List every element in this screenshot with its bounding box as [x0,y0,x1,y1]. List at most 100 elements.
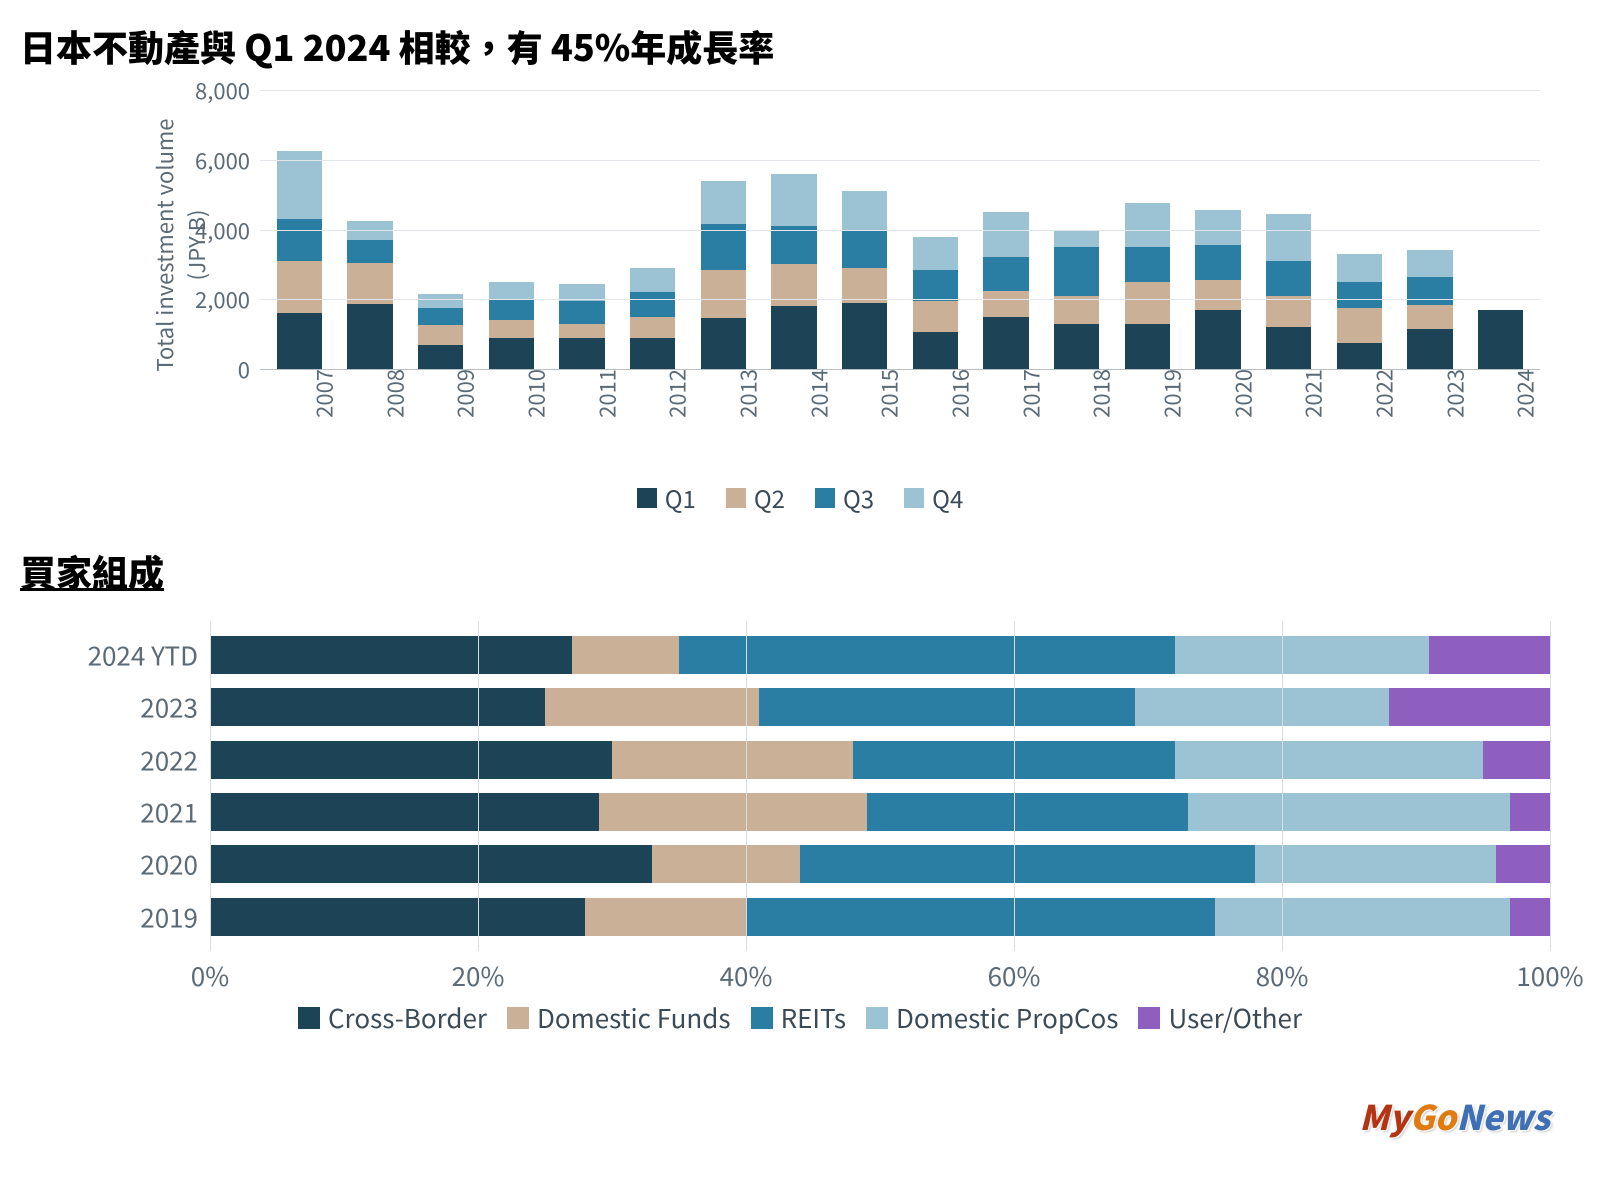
chart2-seg-User-Other [1496,845,1550,883]
legend-swatch [726,488,746,508]
chart1-legend-item-Q2: Q2 [726,480,785,515]
chart1-x-tick-label: 2017 [1006,369,1046,418]
chart1-seg-Q2 [1266,296,1311,327]
chart1-seg-Q1 [842,303,887,369]
legend-swatch [1138,1007,1160,1029]
chart2-seg-Domestic-Funds [572,636,679,674]
chart1-seg-Q3 [1195,245,1240,280]
chart1-seg-Q2 [983,291,1028,317]
chart1-x-tick-label: 2015 [865,369,905,418]
legend-swatch [866,1007,888,1029]
chart1-x-tick-label: 2019 [1147,369,1187,418]
chart1-seg-Q2 [1125,282,1170,324]
chart2-x-tick-label: 80% [1256,951,1309,994]
legend-swatch [637,488,657,508]
chart2-seg-REITs [759,688,1134,726]
chart2-seg-Domestic-Funds [545,688,759,726]
chart2-seg-Cross-Border [210,898,585,936]
chart1-seg-Q4 [277,151,322,219]
chart1-seg-Q3 [630,292,675,316]
chart2-x-tick-label: 40% [720,951,773,994]
chart1-x-tick-label: 2020 [1218,369,1258,418]
chart1-seg-Q1 [913,332,958,369]
chart2-legend-item-Domestic-Funds: Domestic Funds [507,999,731,1036]
chart1-seg-Q3 [842,230,887,268]
watermark-mygonews: MyGoNews [1359,1091,1550,1140]
legend-label: Q2 [754,480,785,515]
chart1-seg-Q2 [277,261,322,313]
chart2-row-2020: 2020 [210,845,1550,883]
chart2-gridline [1282,621,1283,951]
chart1-seg-Q1 [1407,329,1452,369]
chart1-seg-Q3 [1054,247,1099,296]
chart2-seg-Domestic-PropCos [1135,688,1390,726]
chart2-plot-area: 2024 YTD20232022202120202019 0%20%40%60%… [210,621,1550,951]
section-title-buyers: 買家組成 [20,515,1580,621]
chart1-seg-Q1 [1125,324,1170,369]
chart1-seg-Q3 [1266,261,1311,296]
chart1-seg-Q3 [771,226,816,264]
chart1-seg-Q1 [1195,310,1240,369]
chart1-seg-Q2 [559,324,604,338]
chart1-seg-Q3 [347,240,392,263]
chart2-row-2024-YTD: 2024 YTD [210,636,1550,674]
chart1-seg-Q1 [1054,324,1099,369]
chart2-seg-User-Other [1510,898,1550,936]
chart1-seg-Q3 [418,308,463,325]
chart1-x-tick-label: 2021 [1289,369,1329,418]
chart2-row-label: 2020 [140,846,210,883]
chart1-seg-Q1 [418,345,463,369]
chart2-seg-REITs [746,898,1215,936]
chart2-rows-container: 2024 YTD20232022202120202019 [210,621,1550,951]
chart2-row-label: 2021 [140,794,210,831]
chart1-gridline [260,160,1540,161]
legend-label: User/Other [1168,999,1302,1036]
chart2-seg-Domestic-PropCos [1175,741,1483,779]
chart2-x-tick-label: 100% [1516,951,1583,994]
chart1-seg-Q3 [1407,277,1452,305]
chart1-x-tick-label: 2014 [794,369,834,418]
chart2-seg-Cross-Border [210,741,612,779]
chart2-gridline [746,621,747,951]
chart1-seg-Q2 [913,301,958,332]
chart1-y-tick-label: 2,000 [180,283,260,315]
chart1-y-tick-label: 4,000 [180,214,260,246]
chart1-seg-Q2 [1337,308,1382,343]
chart1-seg-Q4 [630,268,675,292]
legend-label: Domestic PropCos [896,999,1118,1036]
chart1-seg-Q2 [489,320,534,337]
chart2-seg-Domestic-Funds [585,898,746,936]
chart1-legend-item-Q1: Q1 [637,480,696,515]
chart2-seg-Domestic-PropCos [1188,793,1510,831]
chart1-seg-Q4 [1337,254,1382,282]
chart1-x-tick-label: 2023 [1430,369,1470,418]
chart1-seg-Q2 [842,268,887,303]
chart2-gridline [1550,621,1551,951]
chart2-legend-item-Domestic-PropCos: Domestic PropCos [866,999,1118,1036]
legend-swatch [298,1007,320,1029]
chart2-row-label: 2024 YTD [88,637,210,674]
chart1-seg-Q4 [1125,203,1170,247]
chart1-y-tick-label: 0 [180,353,260,385]
chart2-row-2023: 2023 [210,688,1550,726]
chart1-seg-Q1 [983,317,1028,369]
chart2-seg-Cross-Border [210,688,545,726]
chart1-seg-Q4 [489,282,534,299]
chart1-seg-Q1 [347,304,392,369]
chart1-seg-Q2 [347,263,392,305]
chart2-seg-Domestic-PropCos [1255,845,1496,883]
chart1-x-tick-label: 2007 [299,369,339,418]
chart1-seg-Q4 [771,174,816,226]
legend-label: Domestic Funds [537,999,731,1036]
chart2-seg-Domestic-PropCos [1175,636,1430,674]
chart2-x-tick-label: 60% [988,951,1041,994]
chart1-x-tick-label: 2013 [723,369,763,418]
chart2-seg-Cross-Border [210,793,599,831]
chart1-x-tick-label: 2022 [1359,369,1399,418]
chart1-x-tick-label: 2012 [653,369,693,418]
chart2-seg-Domestic-PropCos [1215,898,1510,936]
chart1-seg-Q4 [983,212,1028,257]
chart1-seg-Q4 [701,181,746,225]
chart1-seg-Q3 [1337,282,1382,308]
chart2-gridline [210,621,211,951]
